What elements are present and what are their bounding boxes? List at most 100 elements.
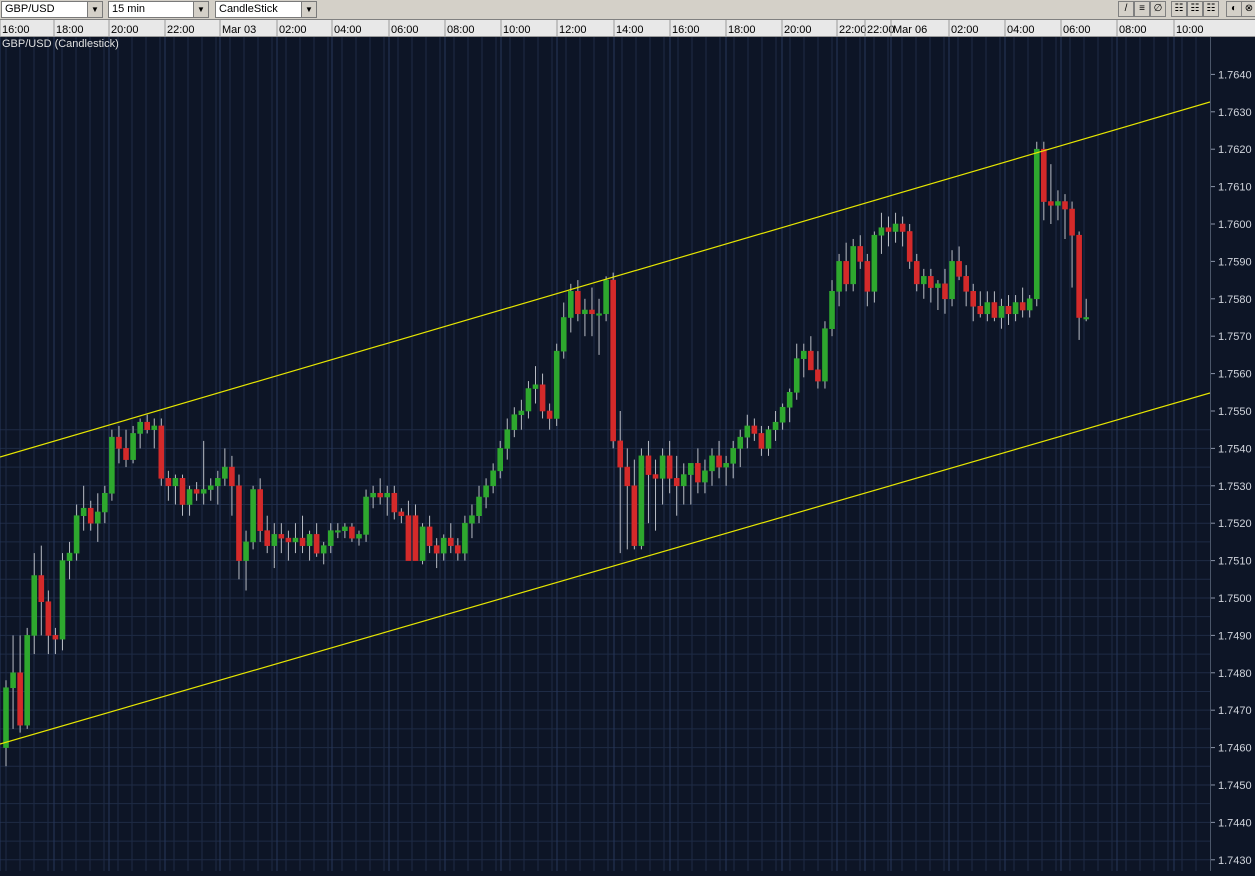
draw-line-icon[interactable]: / [1118,1,1134,17]
candle [638,448,645,550]
candle-body [786,391,793,408]
time-label: 12:00 [559,24,587,36]
candle-body [532,384,539,389]
candle [370,485,376,509]
symbol-dropdown-icon[interactable]: ▼ [87,2,102,17]
candle [335,523,341,539]
candle [229,455,235,516]
candle [582,298,588,337]
candle [1069,201,1075,288]
candle-body [920,276,927,285]
candle [991,291,998,322]
chart-title: GBP/USD (Candlestick) [2,38,119,50]
channel-lower-line [0,392,1211,745]
grid-large-icon[interactable]: ☷ [1203,1,1219,17]
time-label: 10:00 [1176,24,1204,36]
candle [963,265,969,307]
candle [878,212,885,254]
candle-body [977,305,984,315]
candle [1062,194,1068,239]
price-label: 1.7440 [1218,817,1252,829]
candle-body [744,425,751,438]
candle-body [342,526,348,531]
chart-type-dropdown-icon[interactable]: ▼ [301,2,316,17]
candle [532,366,539,404]
candle [87,500,94,531]
candle-body [102,492,108,513]
price-label: 1.7540 [1218,443,1252,455]
fibonacci-icon[interactable]: ∅ [1150,1,1166,17]
time-label: 02:00 [951,24,979,36]
candle [285,530,292,561]
chart-type-select[interactable]: CandleStick ▼ [215,1,317,18]
candle-body [419,526,426,561]
symbol-select[interactable]: GBP/USD ▼ [1,1,103,18]
candle [440,534,447,561]
candle [1041,141,1047,221]
candle [130,425,136,464]
candle-body [469,515,475,524]
horizontal-line-icon[interactable]: ≡ [1134,1,1150,17]
candle-body [215,478,221,487]
time-label: 18:00 [728,24,756,36]
candle-body [1083,317,1089,320]
candle [857,235,864,269]
candle-body [652,474,659,479]
candle-body [172,478,179,487]
price-label: 1.7610 [1218,182,1252,194]
candle-body [327,530,334,546]
candle-body [878,227,885,236]
time-label: 16:00 [672,24,700,36]
candle-body [800,350,807,359]
time-label: 02:00 [279,24,307,36]
candle-body [433,545,440,554]
candle-body [137,421,143,434]
candle [603,276,609,322]
candle [998,298,1005,329]
candle-body [356,534,362,539]
candle [970,283,977,322]
interval-dropdown-icon[interactable]: ▼ [193,2,208,17]
candle [744,414,751,449]
candle [928,268,934,303]
candle-body [702,470,708,483]
candle [843,242,849,292]
candle-body [504,429,511,449]
candle [412,504,419,561]
close-chart-icon[interactable]: ⊗ [1241,1,1255,17]
candle [137,418,143,449]
candle-body [377,492,383,498]
time-label: 22:00 [867,24,895,36]
candle-body [575,291,581,315]
candle-body [66,552,73,561]
candle [553,343,560,426]
candle-body [349,526,355,539]
candle-body [38,575,45,603]
candle-body [688,463,694,475]
candle [567,283,574,333]
candle-body [765,429,772,449]
candle [299,515,306,554]
grid-small-icon[interactable]: ☷ [1171,1,1187,17]
candle-body [447,537,454,546]
candle [59,553,66,651]
interval-select[interactable]: 15 min ▼ [108,1,209,18]
candle [94,493,101,542]
candle [652,459,659,531]
settings-icon[interactable]: ◐ [1226,1,1242,17]
grid-medium-icon[interactable]: ☷ [1187,1,1203,17]
candle-body [906,231,913,262]
time-label: 06:00 [1063,24,1091,36]
candle-body [229,466,235,487]
candle [349,523,355,542]
candle-body [87,507,94,524]
candle-body [984,302,991,315]
candle-body [723,463,729,468]
candle [815,351,821,389]
candle [433,538,440,569]
candle-body [455,545,461,554]
candle [66,541,73,580]
chart-plot-area[interactable] [0,37,1211,871]
candle [447,523,454,554]
candle-body [158,425,165,479]
